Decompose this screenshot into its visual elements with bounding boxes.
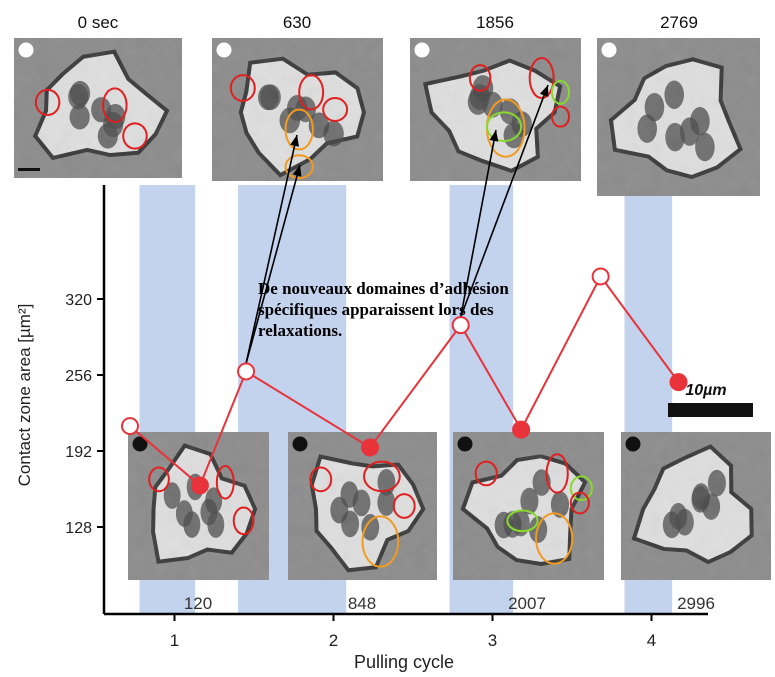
- red-highlight: [309, 466, 333, 493]
- red-highlight: [229, 74, 256, 102]
- data-point-open: [591, 267, 610, 286]
- red-highlight: [34, 88, 61, 117]
- open-state-marker: [216, 42, 232, 58]
- data-series: [120, 267, 688, 495]
- cell-image-5: [128, 432, 269, 580]
- open-state-marker: [414, 42, 430, 58]
- annotation-line-3: relaxations.: [258, 321, 343, 340]
- red-highlight: [122, 122, 148, 150]
- image-time-label: 848: [348, 594, 376, 613]
- image-texture: [128, 432, 269, 580]
- red-highlight: [392, 493, 416, 519]
- y-axis-label: Contact zone area [µm²]: [15, 304, 34, 487]
- red-highlight: [550, 105, 571, 128]
- annotation-arrow-line: [459, 84, 549, 318]
- green-highlight: [506, 509, 539, 533]
- red-highlight: [528, 57, 555, 100]
- red-highlight: [362, 460, 401, 493]
- x-tick-label-3: 3: [488, 631, 497, 650]
- filled-state-marker: [292, 436, 308, 452]
- image-texture: [597, 38, 760, 196]
- image-time-label: 0 sec: [78, 13, 119, 32]
- cell-image-8: [621, 432, 771, 580]
- annotation-arrow-line: [245, 134, 298, 364]
- y-tick-label-256: 256: [65, 368, 92, 385]
- axis-ticks: 128 192 256 320 1 2 3 4: [65, 292, 656, 650]
- image-texture: [288, 432, 437, 580]
- data-point-open: [451, 316, 470, 335]
- red-highlight: [102, 87, 128, 123]
- image-texture: [14, 38, 182, 178]
- image-time-label: 2996: [677, 594, 715, 613]
- filled-state-marker: [132, 436, 148, 452]
- annotation-arrow-head: [290, 135, 299, 147]
- image-texture: [410, 38, 581, 181]
- scale-bar-rect: [668, 403, 753, 417]
- image-texture: [621, 432, 771, 580]
- cell-images: 0 sec 630 1856 2769 120 848 2007 2996: [14, 13, 771, 613]
- red-highlight: [569, 491, 590, 515]
- image-time-label: 120: [184, 594, 212, 613]
- image-time-label: 1856: [476, 13, 514, 32]
- x-tick-label-1: 1: [170, 631, 179, 650]
- annotation-arrow-line: [245, 164, 301, 364]
- green-highlight: [485, 111, 523, 142]
- red-highlight: [215, 465, 235, 500]
- annotation-line-1: De nouveaux domaines d’adhésion: [258, 279, 509, 298]
- x-axis-label: Pulling cycle: [354, 652, 454, 672]
- green-highlight: [550, 79, 571, 105]
- annotation-arrow-line: [459, 129, 497, 318]
- scale-bar: 10µm: [668, 382, 753, 417]
- orange-highlight: [284, 154, 314, 180]
- cell-image-2: [212, 38, 383, 181]
- red-highlight: [322, 97, 349, 122]
- x-tick-label-2: 2: [329, 631, 338, 650]
- cell-image-6: [288, 432, 437, 580]
- annotation-arrows: [245, 84, 549, 364]
- cell-image-3: [410, 38, 581, 181]
- red-highlight: [545, 453, 569, 494]
- image-texture: [453, 432, 604, 580]
- series-line: [129, 274, 680, 488]
- red-highlight: [474, 460, 498, 487]
- cell-image-7: [453, 432, 604, 580]
- image-time-label: 630: [283, 13, 311, 32]
- red-highlight: [232, 506, 255, 536]
- data-point-filled: [512, 420, 531, 439]
- red-highlight: [298, 74, 325, 111]
- y-tick-label-192: 192: [65, 444, 92, 461]
- green-highlight: [569, 475, 593, 502]
- annotation-arrow-head: [292, 165, 302, 177]
- filled-state-marker: [457, 436, 473, 452]
- filled-state-marker: [625, 436, 641, 452]
- cell-image-1: [14, 38, 182, 178]
- annotation-line-2: spécifiques apparaissent lors des: [258, 300, 494, 319]
- open-state-marker: [601, 42, 617, 58]
- y-tick-label-320: 320: [65, 292, 92, 309]
- data-point-filled: [190, 476, 209, 495]
- red-highlight: [148, 466, 170, 493]
- data-point-open: [237, 362, 256, 381]
- data-point-filled: [669, 373, 688, 392]
- annotation-arrow-head: [489, 130, 499, 142]
- scale-bar-label: 10µm: [685, 382, 726, 399]
- x-tick-label-4: 4: [647, 631, 656, 650]
- axes: [102, 185, 708, 616]
- orange-highlight: [361, 515, 400, 568]
- y-tick-label-128: 128: [65, 520, 92, 537]
- orange-highlight: [284, 108, 314, 151]
- data-point-filled: [361, 438, 380, 457]
- image-time-label: 2769: [660, 13, 698, 32]
- annotation-arrow-head: [539, 85, 549, 97]
- image-time-label: 2007: [508, 594, 546, 613]
- orange-highlight: [535, 512, 574, 565]
- image-scale-bar: [18, 168, 40, 171]
- open-state-marker: [18, 42, 34, 58]
- red-highlight: [468, 64, 492, 92]
- annotation-text: De nouveaux domaines d’adhésion spécifiq…: [258, 278, 658, 341]
- data-point-open: [120, 417, 139, 436]
- cell-image-4: [597, 38, 760, 196]
